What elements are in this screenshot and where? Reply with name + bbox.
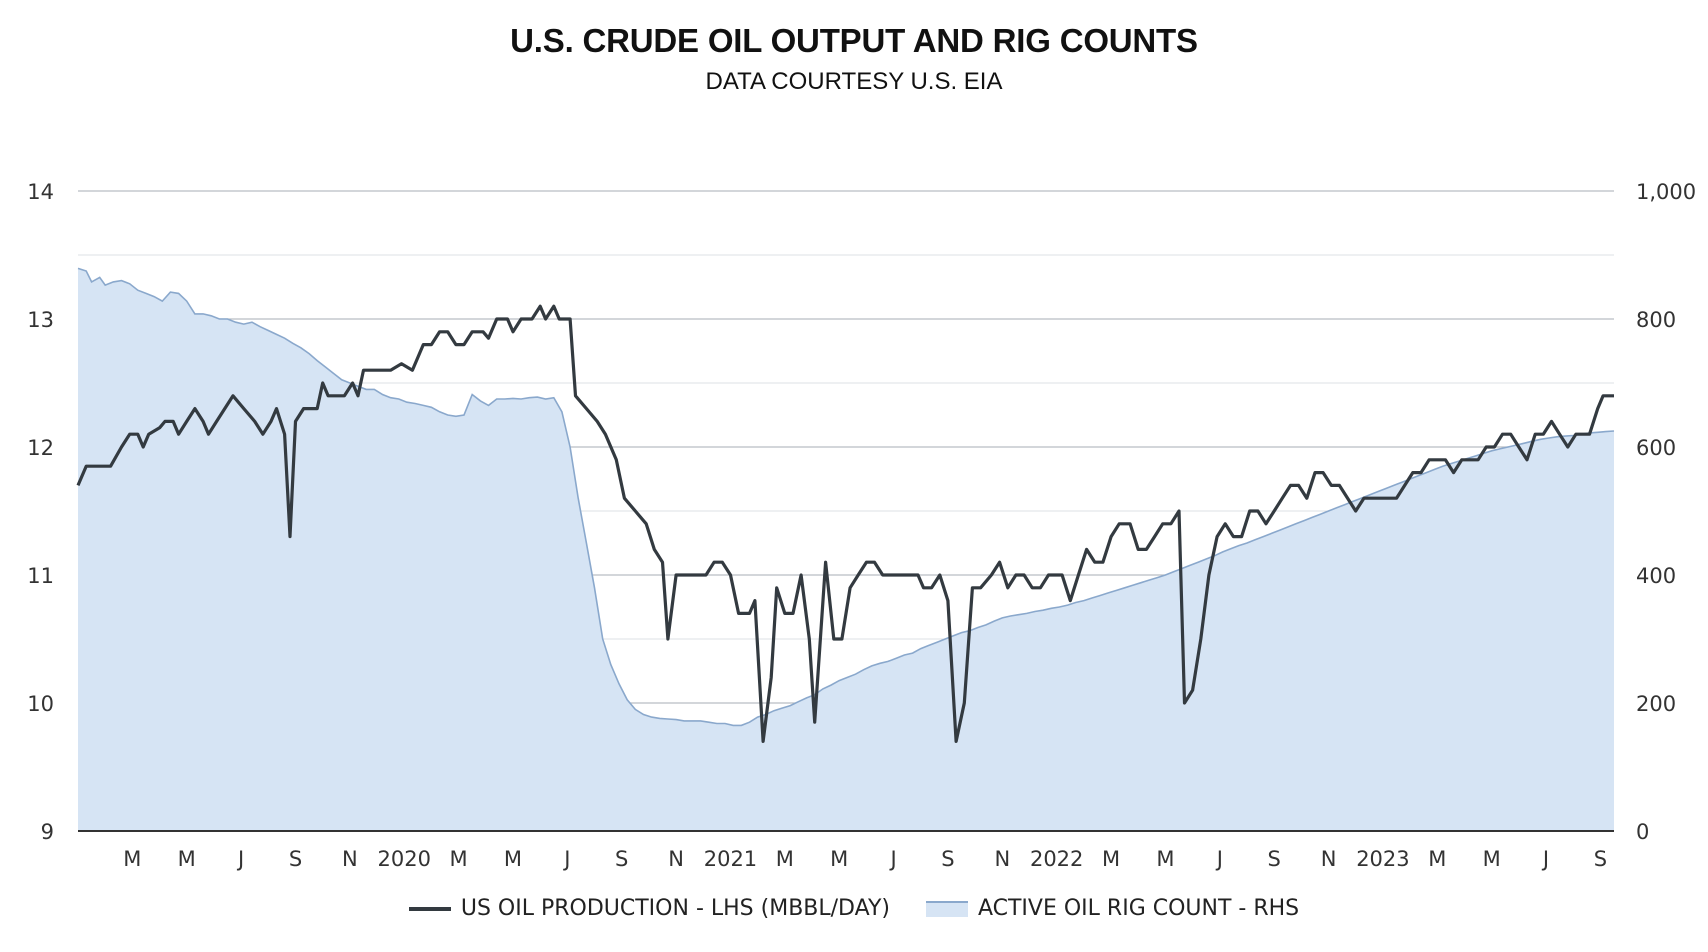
x-tick-label: M (1156, 847, 1174, 871)
x-tick-label: M (776, 847, 794, 871)
x-tick-label: 2023 (1356, 847, 1409, 871)
y-right-tick-label: 400 (1636, 564, 1676, 588)
x-tick-label: M (1483, 847, 1501, 871)
y-left-tick-label: 10 (27, 692, 54, 716)
x-tick-label: J (1215, 847, 1223, 871)
legend-production-label: US OIL PRODUCTION - LHS (MBBL/DAY) (460, 896, 890, 921)
y-left-tick-label: 12 (27, 436, 54, 460)
x-tick-label: J (562, 847, 570, 871)
x-tick-label: J (236, 847, 244, 871)
rig-count-swatch (925, 900, 968, 917)
rig-count-area (78, 268, 1614, 831)
x-tick-label: J (888, 847, 896, 871)
x-tick-label: N (1321, 847, 1337, 871)
x-tick-label: M (450, 847, 468, 871)
production-line (76, 304, 1614, 743)
x-tick-label: 2020 (378, 847, 431, 871)
legend-item-rigs[interactable]: ACTIVE OIL RIG COUNT - RHS (925, 896, 1300, 921)
y-left-tick-label: 11 (27, 564, 54, 588)
rig-count-line (77, 267, 1615, 727)
x-tick-label: M (1428, 847, 1446, 871)
y-left-tick-label: 14 (27, 180, 54, 204)
y-right-tick-label: 1,000 (1636, 180, 1696, 204)
x-tick-label: M (1102, 847, 1120, 871)
chart-subtitle: DATA COURTESY U.S. EIA (705, 68, 1003, 95)
chart-title: U.S. CRUDE OIL OUTPUT AND RIG COUNTS (510, 22, 1198, 59)
x-tick-label: M (830, 847, 848, 871)
x-tick-label: S (1594, 847, 1607, 871)
x-tick-label: M (504, 847, 522, 871)
x-tick-label: S (615, 847, 628, 871)
y-right-tick-label: 200 (1636, 692, 1676, 716)
x-tick-label: S (289, 847, 302, 871)
x-tick-label: J (1541, 847, 1549, 871)
y-left-tick-label: 9 (41, 820, 54, 844)
x-tick-label: 2021 (704, 847, 757, 871)
legend-item-production[interactable]: US OIL PRODUCTION - LHS (MBBL/DAY) (408, 896, 890, 921)
x-tick-label: N (994, 847, 1010, 871)
x-tick-label: 2022 (1030, 847, 1083, 871)
legend-rigs-label: ACTIVE OIL RIG COUNT - RHS (977, 896, 1300, 921)
y-right-tick-label: 600 (1636, 436, 1676, 460)
x-tick-label: S (1268, 847, 1281, 871)
tick-labels: 9 10 11 12 13 14 0 200 400 600 800 1,000 M M J S N 2020 M M… (27, 180, 1696, 871)
x-tick-label: M (123, 847, 141, 871)
legend: US OIL PRODUCTION - LHS (MBBL/DAY) ACTIV… (0, 896, 1708, 921)
x-tick-label: N (668, 847, 684, 871)
production-swatch (408, 906, 451, 911)
production-line-layer (76, 304, 1614, 743)
y-right-tick-label: 0 (1636, 820, 1649, 844)
y-right-tick-label: 800 (1636, 308, 1676, 332)
x-tick-label: S (941, 847, 954, 871)
x-tick-label: N (342, 847, 358, 871)
x-tick-label: M (178, 847, 196, 871)
y-left-tick-label: 13 (27, 308, 54, 332)
rig-count-area-layer (77, 267, 1615, 831)
